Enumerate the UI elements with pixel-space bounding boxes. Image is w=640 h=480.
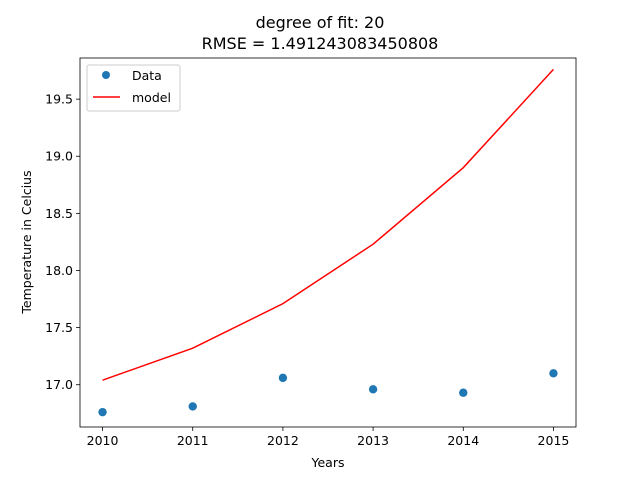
x-tick-label: 2011 <box>177 433 209 448</box>
x-tick-label: 2012 <box>267 433 299 448</box>
x-tick-label: 2015 <box>538 433 570 448</box>
y-tick-label: 18.5 <box>45 206 73 221</box>
data-point-2011 <box>188 402 197 411</box>
x-tick-label: 2013 <box>357 433 389 448</box>
data-point-2013 <box>368 385 378 394</box>
data-point-2015 <box>549 369 558 378</box>
y-tick-label: 19.5 <box>45 92 73 107</box>
x-tick-label: 2010 <box>87 433 119 448</box>
y-axis-label: Temperature in Celcius <box>19 170 34 314</box>
x-tick-label: 2014 <box>447 433 479 448</box>
chart-title-line-1: degree of fit: 20 <box>256 13 385 32</box>
legend-label-model: model <box>132 90 171 105</box>
axes-frame <box>79 57 577 428</box>
data-point-2012 <box>278 373 288 383</box>
y-tick-label: 19.0 <box>45 149 73 164</box>
chart-title: degree of fit: 20 RMSE = 1.4912430834508… <box>202 13 439 53</box>
x-axis-ticks: 2010 2011 2012 2013 2014 2015 <box>87 427 570 448</box>
y-tick-label: 17.5 <box>45 320 73 335</box>
legend-marker-data <box>102 71 110 79</box>
data-point-2014 <box>459 388 468 397</box>
legend-frame <box>86 64 181 112</box>
y-axis-ticks: 17.0 17.5 18.0 18.5 19.0 19.5 <box>45 92 80 392</box>
plot-area <box>79 57 577 428</box>
chart-title-line-2: RMSE = 1.491243083450808 <box>202 34 439 53</box>
legend-label-data: Data <box>132 68 162 83</box>
y-tick-label: 17.0 <box>45 377 73 392</box>
x-axis-label: Years <box>311 455 345 470</box>
data-point-2010 <box>98 407 107 417</box>
y-tick-label: 18.0 <box>45 263 73 278</box>
series-line-model <box>102 68 555 381</box>
legend: Data model <box>86 64 181 112</box>
